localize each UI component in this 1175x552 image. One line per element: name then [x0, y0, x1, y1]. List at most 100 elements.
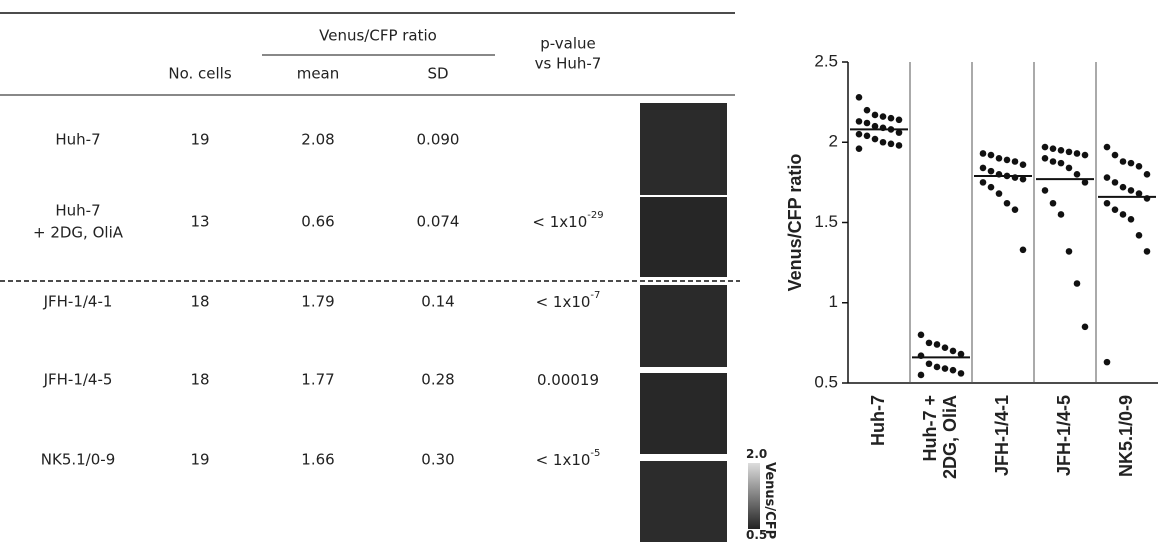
cell-pvalue: < 1x10-29 — [532, 210, 603, 231]
y-tick-label: 1.5 — [814, 212, 838, 231]
data-dot — [1011, 206, 1019, 213]
x-tick-label: Huh-7 + — [920, 395, 940, 462]
x-tick-label: 2DG, OliA — [940, 395, 960, 479]
data-dot — [933, 341, 941, 348]
data-dot — [1019, 161, 1027, 169]
row-label: JFH-1/4-5 — [43, 371, 113, 389]
data-dot — [1135, 163, 1143, 170]
data-dot — [1127, 187, 1135, 194]
data-dot — [1049, 199, 1057, 207]
data-dot — [1019, 175, 1027, 183]
x-tick-label: JFH-1/4-1 — [992, 395, 1012, 476]
x-tick-label: NK5.1/0-9 — [1116, 395, 1136, 477]
data-dot — [1019, 246, 1027, 254]
data-dot — [925, 339, 933, 347]
cell-image — [640, 197, 727, 277]
pvalue-base: < 1x10 — [536, 451, 591, 469]
pvalue-exponent: -29 — [587, 210, 603, 221]
data-dot — [979, 179, 987, 186]
data-dot — [1143, 248, 1151, 255]
pvalue-exponent: -7 — [590, 290, 600, 301]
cell-sd: 0.090 — [417, 131, 460, 149]
cell-sd: 0.14 — [421, 293, 454, 311]
data-dot — [863, 119, 871, 127]
pvalue-base: 0.00019 — [537, 371, 599, 389]
y-tick-label: 0.5 — [814, 372, 838, 391]
data-dot — [1065, 148, 1073, 156]
cell-mean: 2.08 — [301, 131, 334, 149]
cell-cells: 19 — [190, 131, 209, 149]
data-dot — [855, 118, 863, 125]
data-dot — [949, 366, 957, 374]
header-pvalue: p-value — [540, 35, 596, 53]
data-dot — [1111, 206, 1119, 213]
cell-image — [640, 103, 727, 195]
row-label: NK5.1/0-9 — [41, 451, 115, 469]
data-dot — [1103, 358, 1111, 366]
data-dot — [1103, 174, 1111, 181]
data-dot — [995, 190, 1003, 197]
data-dot — [1119, 183, 1127, 191]
data-dot — [1081, 179, 1089, 186]
data-dot — [987, 183, 995, 191]
header-mean: mean — [297, 65, 340, 83]
data-dot — [887, 140, 895, 148]
data-dot — [863, 132, 871, 140]
data-dot — [895, 142, 903, 149]
data-dot — [1127, 159, 1135, 167]
y-axis-title: Venus/CFP ratio — [785, 154, 805, 292]
cell-mean: 0.66 — [301, 213, 334, 231]
data-dot — [1073, 280, 1081, 287]
row-label: Huh-7 — [55, 202, 100, 220]
data-dot — [995, 155, 1003, 162]
row-label: Huh-7 — [55, 131, 100, 149]
cell-cells: 19 — [190, 451, 209, 469]
x-tick-label: JFH-1/4-5 — [1054, 395, 1074, 476]
data-dot — [1057, 146, 1065, 154]
y-tick-label: 2.5 — [814, 51, 838, 70]
data-dot — [933, 363, 941, 371]
data-dot — [917, 331, 925, 339]
cell-pvalue: < 1x10-7 — [536, 290, 601, 311]
x-tick-label: Huh-7 — [868, 395, 888, 446]
data-dot — [1119, 211, 1127, 218]
data-dot — [871, 111, 879, 119]
data-dot — [895, 129, 903, 136]
data-dot — [941, 365, 949, 372]
cell-image — [640, 461, 727, 542]
cell-pvalue: < 1x10-5 — [536, 448, 601, 469]
cell-mean: 1.79 — [301, 293, 334, 311]
data-dot — [1135, 232, 1143, 239]
data-dot — [979, 164, 987, 172]
data-dot — [1081, 151, 1089, 159]
cell-mean: 1.77 — [301, 371, 334, 389]
header-group: Venus/CFP ratio — [319, 27, 437, 45]
data-dot — [1111, 179, 1119, 186]
data-dot — [1011, 158, 1019, 165]
data-dot — [941, 344, 949, 351]
row-label: JFH-1/4-1 — [43, 293, 113, 311]
data-dot — [1127, 215, 1135, 223]
data-dot — [1081, 323, 1089, 331]
header-sd: SD — [427, 65, 448, 83]
cell-image — [640, 373, 727, 454]
data-dot — [1041, 187, 1049, 194]
cell-cells: 13 — [190, 213, 209, 231]
data-dot — [1003, 156, 1011, 164]
data-dot — [1111, 151, 1119, 159]
data-dot — [895, 116, 903, 124]
data-dot — [1049, 145, 1057, 152]
data-dot — [855, 130, 863, 138]
data-dot — [1041, 155, 1049, 162]
colorbar-min: 0.5 — [746, 528, 767, 542]
data-dot — [855, 94, 863, 101]
data-dot — [863, 106, 871, 114]
cell-cells: 18 — [190, 293, 209, 311]
data-dot — [871, 135, 879, 143]
data-dot — [987, 167, 995, 175]
data-dot — [1041, 143, 1049, 151]
data-dot — [1065, 164, 1073, 172]
y-tick-label: 1 — [829, 292, 838, 311]
data-dot — [1057, 159, 1065, 167]
